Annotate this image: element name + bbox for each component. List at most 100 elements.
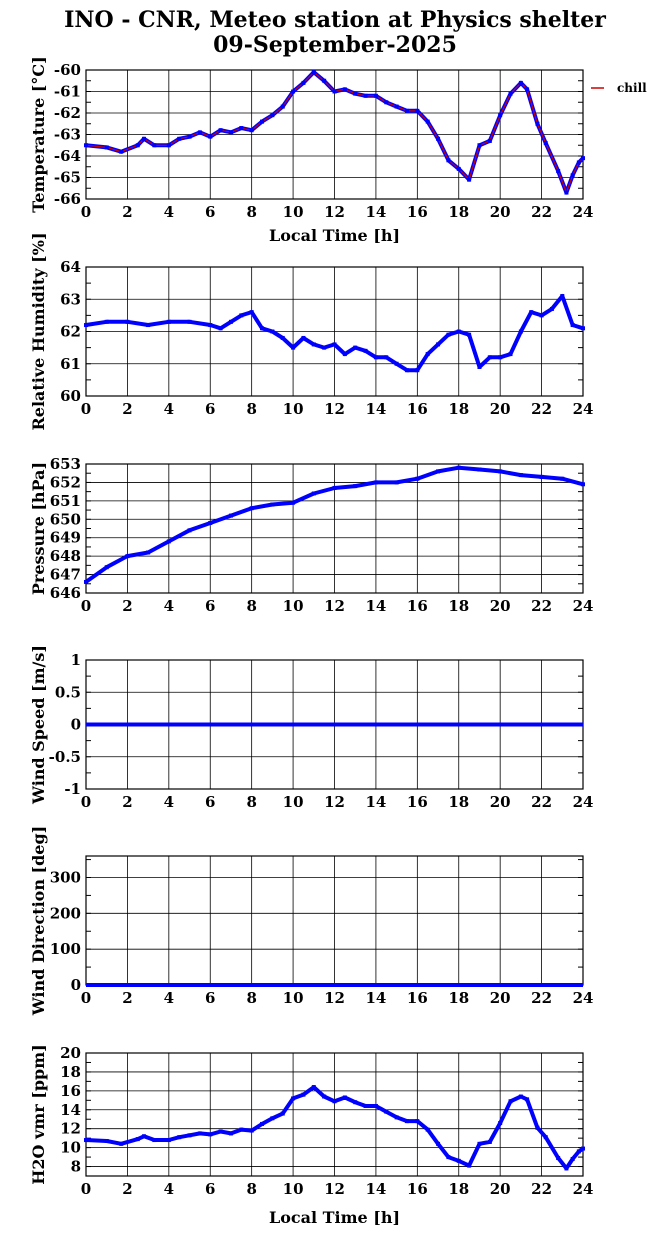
x-tick-label: 10 [283,400,304,418]
data-point [549,306,554,311]
data-point [508,1099,513,1104]
data-point [311,491,316,496]
y-tick-label: 20 [60,1044,81,1062]
data-point [556,169,561,174]
plot-frame [85,463,584,594]
x-tick-label: 6 [205,793,215,811]
x-tick-label: 18 [448,989,469,1007]
x-tick-label: 16 [407,1180,428,1198]
data-point [84,1138,88,1143]
data-point [208,1132,213,1137]
x-tick-label: 22 [531,597,552,615]
x-tick-label: 0 [81,793,91,811]
data-point [291,89,296,94]
data-point [525,1097,530,1102]
data-point [280,335,285,340]
data-point [152,143,157,148]
x-tick-label: 12 [324,989,345,1007]
panels-group: 0 2 4 6 8 10 12 14 16 18 20 22 24-66-65-64-63-62-61-… [29,56,647,1227]
data-point [332,342,337,347]
data-point [249,128,254,133]
data-point [353,484,358,489]
x-tick-label: 4 [164,989,174,1007]
data-point [570,1156,575,1161]
data-point [560,476,565,481]
data-point [270,329,275,334]
legend-label: chill [617,81,647,95]
x-tick-label: 10 [283,203,304,221]
y-tick-label: 60 [60,387,81,405]
data-point [456,465,461,470]
y-tick-label: 0.5 [55,683,81,701]
data-point [197,130,202,135]
data-point [415,108,420,113]
y-tick-label: 10 [60,1139,81,1157]
x-tick-label: 4 [164,203,174,221]
data-point [415,476,420,481]
data-point [576,160,581,165]
y-tick-label: 300 [50,869,81,887]
y-tick-label: 651 [50,492,81,510]
data-point [166,143,171,148]
data-point [125,319,130,324]
data-point [104,1138,109,1143]
x-tick-label: 24 [573,597,594,615]
y-tick-label: -60 [54,61,81,79]
data-point [425,119,430,124]
x-tick-label: 8 [246,597,256,615]
x-tick-label: 24 [573,400,594,418]
y-tick-label: -64 [54,147,81,165]
y-tick-label: 0 [71,716,81,734]
data-point [249,310,254,315]
x-tick-label: 16 [407,400,428,418]
x-tick-label: 0 [81,400,91,418]
data-point [581,156,585,161]
data-point [543,1135,548,1140]
data-point [187,134,192,139]
y-tick-label: 653 [50,455,81,473]
x-tick-label: 0 [81,597,91,615]
y-tick-label: -0.5 [49,748,81,766]
y-axis-label: Wind Speed [m/s] [29,645,48,805]
data-point [342,352,347,357]
data-point [446,1155,451,1160]
data-point [436,342,441,347]
x-tick-label: 10 [283,989,304,1007]
data-point [239,1127,244,1132]
chart-title-line2: 09-September-2025 [213,32,457,58]
y-tick-label: 647 [50,566,81,584]
panel-1: 0 2 4 6 8 10 12 14 16 18 20 22 246061626364Relative … [29,232,593,430]
data-point [425,352,430,357]
data-point [260,119,265,124]
data-point [543,141,548,146]
data-point [291,500,296,505]
data-point [218,326,223,331]
x-axis-label: Local Time [h] [269,226,400,245]
x-tick-label: 12 [324,1180,345,1198]
data-point [84,579,88,584]
data-point [556,1156,561,1161]
data-point [415,1119,420,1124]
x-tick-label: 2 [122,400,132,418]
data-point [373,1103,378,1108]
data-point [508,352,513,357]
data-point [187,319,192,324]
data-point [487,138,492,143]
data-point [570,323,575,328]
data-point [446,158,451,163]
plot-frame [85,69,584,200]
x-tick-label: 14 [365,400,386,418]
y-tick-label: 650 [50,510,81,528]
data-point [119,149,124,154]
data-point [135,1137,140,1142]
data-point [197,1131,202,1136]
x-tick-label: 10 [283,597,304,615]
x-tick-label: 14 [365,989,386,1007]
y-tick-label: 646 [50,584,81,602]
data-point [84,323,88,328]
y-tick-label: 63 [60,290,81,308]
data-point [535,121,540,126]
x-tick-label: 4 [164,597,174,615]
data-point [135,143,140,148]
